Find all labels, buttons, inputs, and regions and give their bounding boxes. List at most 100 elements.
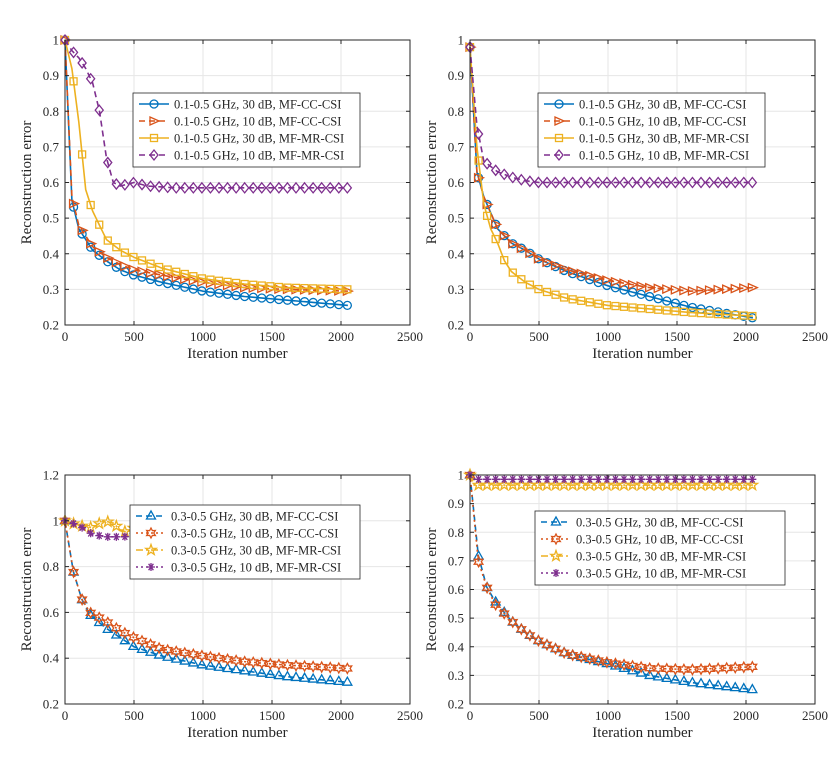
data-point-marker xyxy=(593,176,604,189)
data-point-marker xyxy=(474,475,483,484)
data-point-marker xyxy=(575,650,587,664)
data-point-marker xyxy=(627,287,638,297)
data-point-marker xyxy=(671,307,680,316)
data-point-marker xyxy=(68,198,81,209)
data-point-marker xyxy=(688,475,697,484)
data-point-marker xyxy=(137,178,147,191)
data-point-marker xyxy=(86,238,98,249)
x-axis-label: Iteration number xyxy=(592,725,692,741)
y-tick-label: 0.2 xyxy=(43,697,59,712)
x-tick-label: 1000 xyxy=(595,329,621,344)
data-point-marker xyxy=(499,168,510,181)
data-point-marker xyxy=(696,285,708,296)
data-point-marker xyxy=(568,266,580,277)
data-point-marker xyxy=(645,291,655,302)
legend-marker xyxy=(554,115,566,127)
data-point-marker xyxy=(222,652,234,666)
x-tick-label: 2000 xyxy=(328,329,354,344)
x-tick-label: 500 xyxy=(529,708,549,723)
legend-entry: 0.3-0.5 GHz, 10 dB, MF-MR-CSI xyxy=(136,560,341,574)
y-tick-label: 0.9 xyxy=(448,496,464,511)
data-point-marker xyxy=(738,682,750,693)
data-point-marker xyxy=(325,181,336,194)
y-tick-label: 1.2 xyxy=(43,468,59,483)
y-tick-label: 0.8 xyxy=(448,525,464,540)
data-point-marker xyxy=(85,72,96,85)
legend-marker xyxy=(149,115,161,127)
data-point-marker xyxy=(679,285,691,296)
data-point-marker xyxy=(307,672,319,683)
data-point-marker xyxy=(626,664,639,675)
data-point-marker xyxy=(491,475,500,484)
data-point-marker xyxy=(747,176,758,189)
data-point-marker xyxy=(490,595,502,606)
data-point-marker xyxy=(481,581,493,592)
data-point-marker xyxy=(542,176,552,189)
data-point-marker xyxy=(230,663,242,674)
data-point-marker xyxy=(731,475,740,484)
legend-entry: 0.3-0.5 GHz, 10 dB, MF-CC-CSI xyxy=(136,526,338,540)
data-point-marker xyxy=(144,645,157,656)
data-point-marker xyxy=(670,284,682,295)
data-point-marker xyxy=(273,669,285,680)
data-point-marker xyxy=(542,257,554,268)
data-point-marker xyxy=(712,679,724,690)
x-tick-label: 1000 xyxy=(595,708,621,723)
data-point-marker xyxy=(205,287,216,297)
data-point-marker xyxy=(162,650,174,661)
x-axis-label: Iteration number xyxy=(187,346,287,362)
data-point-marker xyxy=(69,77,78,86)
y-tick-label: 0.5 xyxy=(43,211,59,226)
data-point-marker xyxy=(550,642,562,656)
series-line xyxy=(64,520,348,684)
data-point-marker xyxy=(103,236,112,245)
legend-marker xyxy=(550,515,562,526)
subplot-4: 0 500 1000 1500 2000 2500 0.2 0.3 0.4 0.5 0.6 0.7 0.… xyxy=(424,468,828,742)
data-point-marker xyxy=(534,475,543,484)
legend-entry: 0.1-0.5 GHz, 10 dB, MF-CC-CSI xyxy=(139,114,341,128)
data-point-marker xyxy=(482,199,494,210)
data-point-marker xyxy=(585,270,597,281)
x-tick-label: 2500 xyxy=(397,708,423,723)
data-point-marker xyxy=(273,658,285,671)
y-tick-label: 0.6 xyxy=(43,605,60,620)
legend-entry: 0.1-0.5 GHz, 10 dB, MF-MR-CSI xyxy=(139,148,344,162)
data-point-marker xyxy=(473,172,486,183)
data-point-marker xyxy=(661,176,672,189)
data-point-marker xyxy=(662,296,672,306)
data-point-marker xyxy=(731,310,740,320)
data-point-marker xyxy=(136,643,148,654)
data-point-marker xyxy=(713,176,723,189)
data-point-marker xyxy=(722,475,731,484)
data-point-marker xyxy=(145,267,158,278)
data-point-marker xyxy=(748,311,757,321)
data-point-marker xyxy=(654,305,663,314)
data-point-marker xyxy=(187,647,199,661)
data-point-marker xyxy=(282,181,293,194)
x-tick-label: 0 xyxy=(62,329,69,344)
data-point-marker xyxy=(86,200,95,210)
data-point-marker xyxy=(602,275,614,286)
data-point-marker xyxy=(524,628,536,642)
data-point-marker xyxy=(619,176,629,189)
data-point-marker xyxy=(120,532,129,541)
legend-marker xyxy=(554,133,564,143)
y-tick-label: 1 xyxy=(458,468,465,483)
legend-marker xyxy=(149,133,159,143)
data-point-marker xyxy=(197,274,207,283)
data-point-marker xyxy=(653,283,665,294)
data-point-marker xyxy=(714,475,723,484)
subplot-2: 0 500 1000 1500 2000 2500 0.2 0.3 0.4 0.5 0.6 0.7 0.… xyxy=(424,33,828,363)
data-point-marker xyxy=(670,176,681,189)
data-point-marker xyxy=(644,176,655,189)
data-point-marker xyxy=(264,668,276,679)
data-point-marker xyxy=(170,652,182,663)
data-point-marker xyxy=(94,246,106,257)
data-point-marker xyxy=(146,259,155,268)
data-point-marker xyxy=(248,181,259,194)
data-point-marker xyxy=(567,649,579,660)
data-point-marker xyxy=(525,475,534,484)
data-point-marker xyxy=(179,181,190,194)
data-point-marker xyxy=(247,655,259,669)
data-point-marker xyxy=(231,181,241,194)
